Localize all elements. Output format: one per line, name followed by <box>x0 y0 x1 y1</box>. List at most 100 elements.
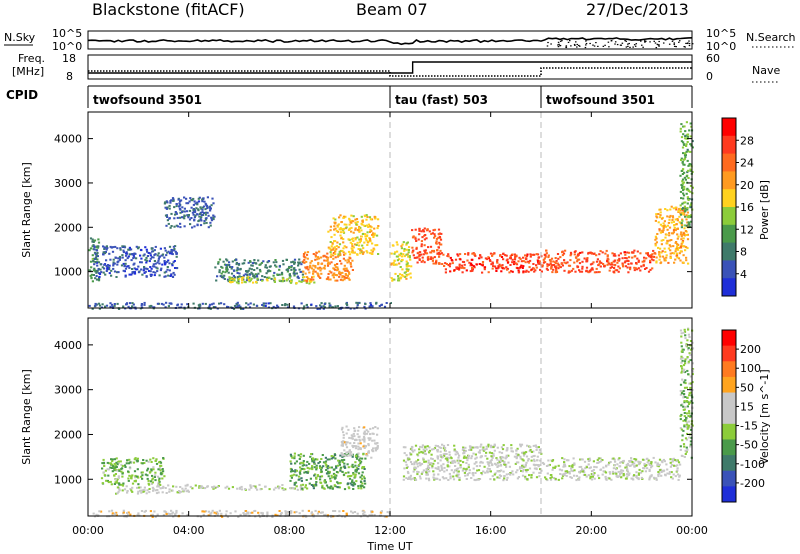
data-cell <box>101 462 104 465</box>
data-cell <box>348 227 351 230</box>
data-cell <box>438 233 441 236</box>
data-cell <box>127 477 130 480</box>
data-cell <box>438 262 441 265</box>
data-cell <box>314 509 317 512</box>
data-cell <box>664 208 667 210</box>
data-cell <box>684 420 688 423</box>
data-cell <box>488 464 491 467</box>
data-cell <box>315 484 318 487</box>
data-cell <box>96 246 100 249</box>
data-cell <box>680 238 683 241</box>
data-cell <box>128 253 131 256</box>
data-cell <box>519 455 522 458</box>
data-cell <box>290 470 293 473</box>
data-cell <box>290 455 293 458</box>
data-cell <box>519 445 522 448</box>
data-cell <box>155 492 159 495</box>
data-cell <box>687 188 690 191</box>
data-cell <box>304 471 307 473</box>
data-cell <box>688 129 691 132</box>
data-cell <box>489 478 492 481</box>
data-cell <box>682 396 685 399</box>
data-cell <box>375 301 378 304</box>
data-cell <box>325 255 328 258</box>
data-cell <box>593 472 596 475</box>
data-cell <box>293 258 297 261</box>
colorbar-swatch <box>722 242 736 261</box>
nsearch-point <box>675 46 677 48</box>
data-cell <box>481 263 484 266</box>
data-cell <box>475 461 478 464</box>
data-cell <box>523 465 526 468</box>
data-cell <box>633 474 636 477</box>
data-cell <box>681 180 684 183</box>
data-cell <box>555 271 559 273</box>
data-cell <box>102 253 105 256</box>
data-cell <box>672 229 676 232</box>
data-cell <box>583 257 586 260</box>
data-cell <box>335 471 339 473</box>
data-cell <box>284 488 287 491</box>
data-cell <box>314 483 318 486</box>
data-cell <box>489 470 492 473</box>
data-cell <box>641 470 644 473</box>
data-cell <box>317 256 320 259</box>
data-cell <box>680 159 683 161</box>
data-cell <box>621 262 624 265</box>
data-cell <box>534 269 537 272</box>
data-cell <box>680 345 683 348</box>
data-cell <box>168 245 172 248</box>
data-cell <box>311 276 314 279</box>
data-cell <box>306 471 309 474</box>
data-cell <box>93 263 96 266</box>
data-cell <box>570 269 573 272</box>
data-cell <box>626 259 629 262</box>
data-cell <box>158 255 161 258</box>
data-cell <box>352 240 355 243</box>
data-cell <box>679 445 682 448</box>
data-cell <box>347 271 351 274</box>
data-cell <box>684 437 688 440</box>
data-cell <box>343 453 346 456</box>
data-cell <box>350 510 353 513</box>
data-cell <box>643 259 646 262</box>
data-cell <box>360 487 363 490</box>
data-cell <box>318 250 321 253</box>
data-cell <box>299 271 302 273</box>
data-cell <box>155 462 159 465</box>
data-cell <box>513 455 516 458</box>
data-cell <box>92 512 95 515</box>
data-cell <box>578 258 581 261</box>
data-cell <box>425 471 428 474</box>
data-cell <box>590 473 593 475</box>
data-cell <box>491 463 494 466</box>
data-cell <box>344 269 347 272</box>
data-cell <box>327 273 330 275</box>
data-cell <box>139 261 142 264</box>
data-cell <box>198 303 201 306</box>
data-cell <box>324 513 327 516</box>
data-cell <box>663 220 666 223</box>
data-cell <box>346 274 349 277</box>
data-cell <box>505 266 508 269</box>
data-cell <box>689 184 693 187</box>
data-cell <box>377 218 380 221</box>
data-cell <box>448 465 451 468</box>
data-cell <box>170 509 173 512</box>
data-cell <box>240 488 244 491</box>
data-cell <box>350 465 353 468</box>
data-cell <box>141 273 144 276</box>
data-cell <box>686 133 689 136</box>
data-cell <box>405 454 408 457</box>
nsearch-point <box>585 42 588 45</box>
data-cell <box>323 267 326 270</box>
data-cell <box>235 261 238 264</box>
data-cell <box>352 484 355 487</box>
data-cell <box>116 302 119 305</box>
data-cell <box>225 266 228 269</box>
data-cell <box>666 472 669 475</box>
data-cell <box>685 192 688 195</box>
data-cell <box>321 486 324 489</box>
data-cell <box>686 448 689 451</box>
data-cell <box>342 473 346 476</box>
